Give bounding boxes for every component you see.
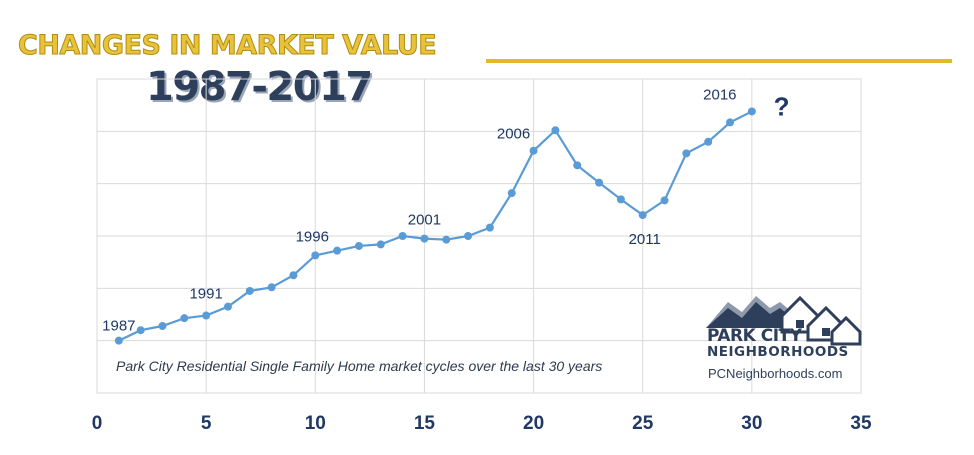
annotation-label: 1987	[102, 318, 135, 335]
data-point	[420, 234, 429, 243]
annotation-label: ?	[774, 91, 790, 121]
x-tick-label: 35	[850, 413, 872, 434]
page-subtitle: 1987-2017	[146, 64, 373, 110]
data-point	[442, 235, 451, 244]
data-point	[507, 189, 516, 198]
x-tick-label: 15	[414, 413, 436, 434]
logo-url: PCNeighborhoods.com	[708, 366, 843, 381]
x-tick-label: 0	[92, 413, 103, 434]
data-point	[136, 326, 145, 335]
x-tick-label: 5	[201, 413, 212, 434]
data-point	[529, 146, 538, 155]
data-point	[311, 251, 320, 260]
x-tick-label: 30	[741, 413, 762, 434]
chart-axis: 0 5 10 15 20 25 30 35	[92, 413, 872, 434]
data-point	[704, 137, 713, 146]
chart-series	[114, 107, 756, 345]
data-point	[202, 311, 211, 320]
data-point	[223, 302, 232, 311]
data-point	[376, 240, 385, 249]
data-point	[638, 211, 647, 220]
data-point	[573, 161, 582, 170]
logo-name-line2: NEIGHBORHOODS	[707, 344, 849, 360]
mountain-house-icon	[706, 295, 862, 346]
logo-name-line1: PARK CITY	[707, 326, 802, 346]
data-point	[114, 336, 123, 345]
data-point	[333, 246, 342, 255]
data-point	[354, 241, 363, 250]
data-point	[616, 195, 625, 204]
data-point	[726, 118, 735, 127]
data-point	[158, 322, 167, 331]
data-point	[398, 232, 407, 240]
annotation-label: 2006	[497, 126, 530, 143]
data-point	[485, 223, 494, 232]
x-tick-label: 25	[632, 413, 654, 434]
annotation-label: 1991	[189, 286, 222, 303]
data-point	[660, 196, 669, 205]
chart-annotations: 1987 1991 1996 2001 2006 2011 2016?	[102, 86, 789, 334]
x-tick-label: 20	[523, 413, 544, 434]
chart-caption: Park City Residential Single Family Home…	[116, 358, 603, 374]
x-tick-label: 10	[305, 413, 326, 434]
data-point	[267, 283, 276, 292]
annotation-label: 2011	[629, 231, 661, 248]
annotation-label: 1996	[296, 228, 329, 245]
data-point	[551, 126, 560, 135]
annotation-label: 2001	[408, 212, 441, 229]
data-point	[747, 107, 756, 116]
data-point	[180, 314, 189, 323]
annotation-label: 2016	[703, 86, 736, 103]
data-point	[682, 149, 691, 158]
data-point	[595, 178, 604, 187]
page-title: CHANGES IN MARKET VALUE	[17, 30, 437, 62]
data-point	[464, 232, 473, 240]
data-point	[245, 286, 254, 295]
park-city-neighborhoods-logo: PARK CITY NEIGHBORHOODS PCNeighborhoods.…	[700, 288, 870, 388]
data-point	[289, 271, 298, 280]
title-underline	[486, 59, 952, 63]
